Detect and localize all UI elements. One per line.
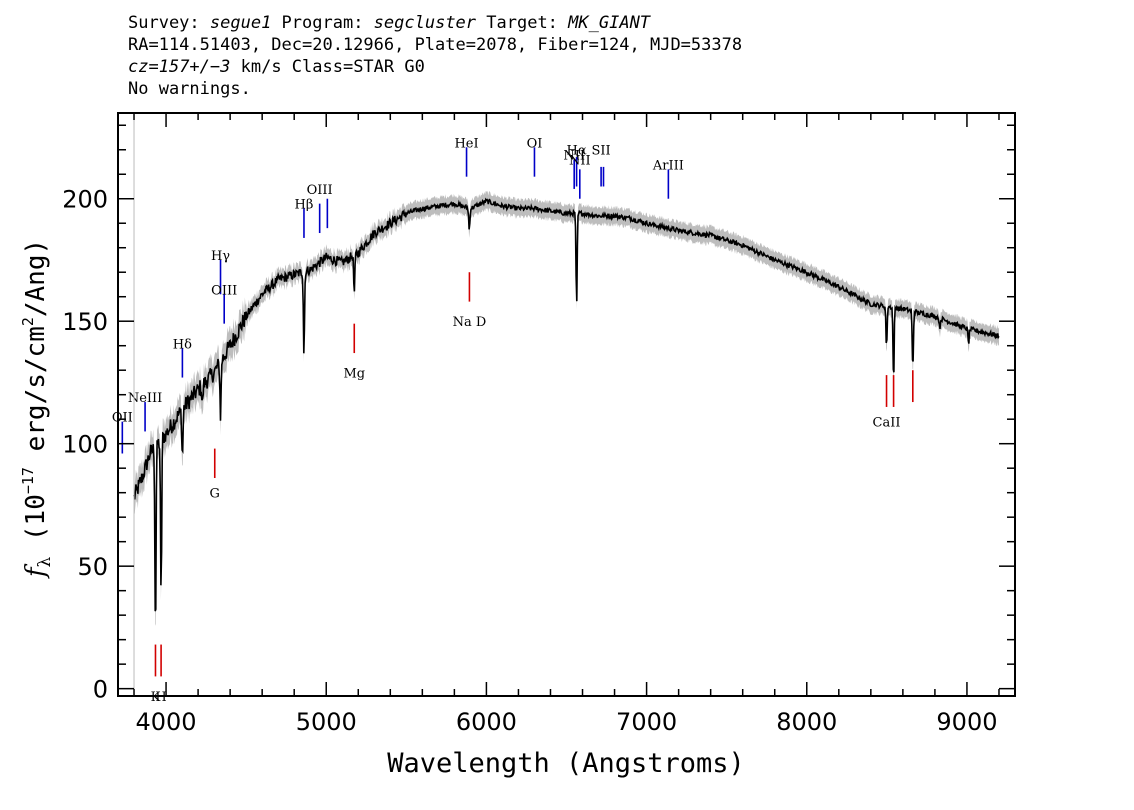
x-tick-label: 8000 [776, 708, 837, 736]
cz-value: 157+/−3 [158, 57, 231, 77]
absorption-line-label: H [155, 690, 166, 705]
class-info: km/s Class=STAR G0 [230, 57, 425, 77]
emission-line-label: NeIII [128, 391, 162, 406]
x-tick-label: 7000 [616, 708, 677, 736]
emission-line-label: NII [569, 154, 591, 169]
ylabel-post: /Ang) [21, 239, 51, 317]
header-line-survey: Survey: segue1 Program: segcluster Targe… [128, 12, 742, 34]
emission-line-label: Hγ [211, 249, 230, 264]
header-info: Survey: segue1 Program: segcluster Targe… [128, 12, 742, 100]
target-value: MK_GIANT [568, 13, 651, 33]
x-axis-label: Wavelength (Angstroms) [387, 748, 745, 779]
absorption-line-label: Mg [343, 367, 365, 382]
emission-line-label: HeI [454, 136, 478, 151]
emission-line-label: Hα [567, 144, 587, 159]
x-tick-label: 6000 [456, 708, 517, 736]
y-tick-label: 150 [62, 308, 108, 336]
header-line-coordinates: RA=114.51403, Dec=20.12966, Plate=2078, … [128, 35, 743, 55]
spectrum-line [133, 197, 1000, 612]
y-tick-label: 50 [77, 553, 108, 581]
emission-line-label: OII [112, 411, 133, 426]
y-axis-label: fλ (10−17 erg/s/cm2/Ang) [19, 239, 55, 579]
emission-line-label: NII [563, 149, 585, 164]
emission-line-label: OIII [211, 283, 237, 298]
ylabel-exp2: 2 [19, 317, 37, 326]
header-line-warnings: No warnings. [128, 79, 251, 99]
emission-line-label: SII [592, 144, 611, 159]
y-tick-label: 200 [62, 186, 108, 214]
ylabel-lambda: λ [35, 557, 55, 568]
x-tick-label: 4000 [136, 708, 197, 736]
plot-frame [117, 112, 1016, 697]
y-tick-label: 100 [62, 431, 108, 459]
program-label: Program: [271, 13, 374, 33]
program-value: segcluster [373, 13, 477, 33]
emission-line-label: OI [527, 136, 543, 151]
error-band [134, 190, 999, 626]
spectrum-series [133, 197, 1000, 612]
x-tick-label: 5000 [296, 708, 357, 736]
absorption-line-label: G [210, 487, 220, 502]
absorption-line-label: CaII [873, 416, 901, 431]
plot-axes: 4000 5000 6000 7000 8000 9000 0 50 100 150 200 [62, 112, 1016, 736]
emission-line-label: ArIII [652, 158, 684, 173]
absorption-line-label: K [151, 690, 161, 705]
ylabel-exp1: −17 [19, 467, 37, 494]
y-tick-label: 0 [93, 676, 108, 704]
header-line-redshift: cz=157+/−3 km/s Class=STAR G0 [128, 56, 742, 78]
survey-label: Survey: [128, 13, 210, 33]
survey-value: segue1 [209, 13, 272, 33]
error-band-fill [134, 190, 999, 626]
x-tick-label: 9000 [936, 708, 997, 736]
emission-line-label: Hδ [173, 337, 192, 352]
cz-label: cz= [128, 57, 159, 77]
absorption-line-label: Na D [453, 315, 487, 330]
emission-line-label: Hβ [295, 198, 314, 213]
ylabel-mid: erg/s/cm [21, 326, 51, 467]
target-label: Target: [476, 13, 569, 33]
ylabel-pre: (10 [21, 494, 51, 557]
emission-line-label: OIII [307, 183, 333, 198]
